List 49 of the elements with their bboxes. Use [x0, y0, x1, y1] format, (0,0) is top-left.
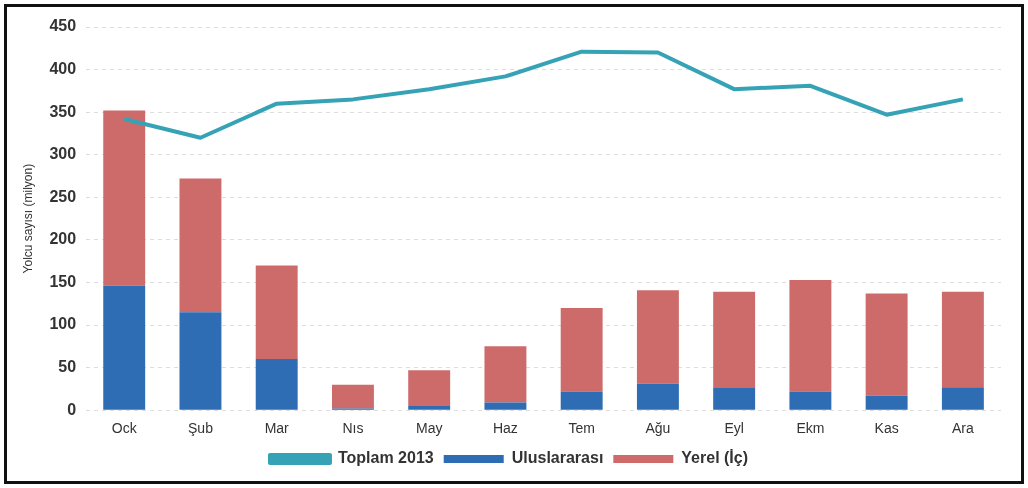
- bar: [636, 290, 679, 384]
- x-tick-label: Ağu: [645, 420, 671, 437]
- bar: [408, 405, 451, 410]
- bar: [941, 291, 984, 388]
- bar: [560, 391, 603, 410]
- x-tick-label: May: [415, 420, 443, 437]
- y-tick-label: 0: [67, 400, 77, 418]
- bar: [179, 178, 222, 313]
- bar: [484, 402, 527, 410]
- y-tick-label: 350: [49, 102, 77, 120]
- x-tick-label: Haz: [492, 420, 518, 437]
- bar: [255, 359, 298, 410]
- y-tick-label: 400: [49, 59, 77, 77]
- bar: [179, 312, 222, 410]
- x-tick-label: Tem: [568, 420, 595, 437]
- bar: [636, 383, 679, 410]
- y-tick-label: 100: [49, 315, 77, 333]
- legend-label: Yerel (İç): [681, 449, 749, 467]
- bar: [865, 395, 908, 410]
- y-tick-label: 450: [49, 17, 77, 35]
- x-tick-label: Ara: [951, 420, 974, 437]
- bar: [103, 110, 146, 286]
- y-tick-label: 50: [58, 358, 77, 376]
- bar: [789, 391, 832, 410]
- bar: [255, 265, 298, 360]
- x-tick-label: Ock: [111, 420, 138, 437]
- legend-label: Uluslararası: [511, 449, 604, 467]
- bar: [408, 370, 451, 406]
- y-axis-title: Yolcu sayısı (milyon): [20, 163, 35, 274]
- bar: [713, 388, 756, 410]
- legend-label: Toplam 2013: [337, 449, 434, 467]
- bar: [331, 384, 374, 409]
- bar: [941, 387, 984, 410]
- x-tick-label: Eyl: [724, 420, 744, 437]
- x-tick-label: Mar: [264, 420, 290, 437]
- bar: [484, 346, 527, 403]
- x-tick-label: Nıs: [342, 420, 364, 437]
- bar: [103, 285, 146, 410]
- y-tick-label: 250: [49, 187, 77, 205]
- x-tick-label: Kas: [874, 420, 899, 437]
- y-tick-label: 200: [49, 230, 77, 248]
- bar: [560, 308, 603, 392]
- y-tick-label: 150: [49, 272, 77, 290]
- bar: [865, 293, 908, 396]
- x-tick-label: Şub: [188, 420, 214, 437]
- bar: [713, 291, 756, 389]
- x-tick-label: Ekm: [796, 420, 825, 437]
- bar: [789, 279, 832, 392]
- y-tick-label: 300: [49, 145, 77, 163]
